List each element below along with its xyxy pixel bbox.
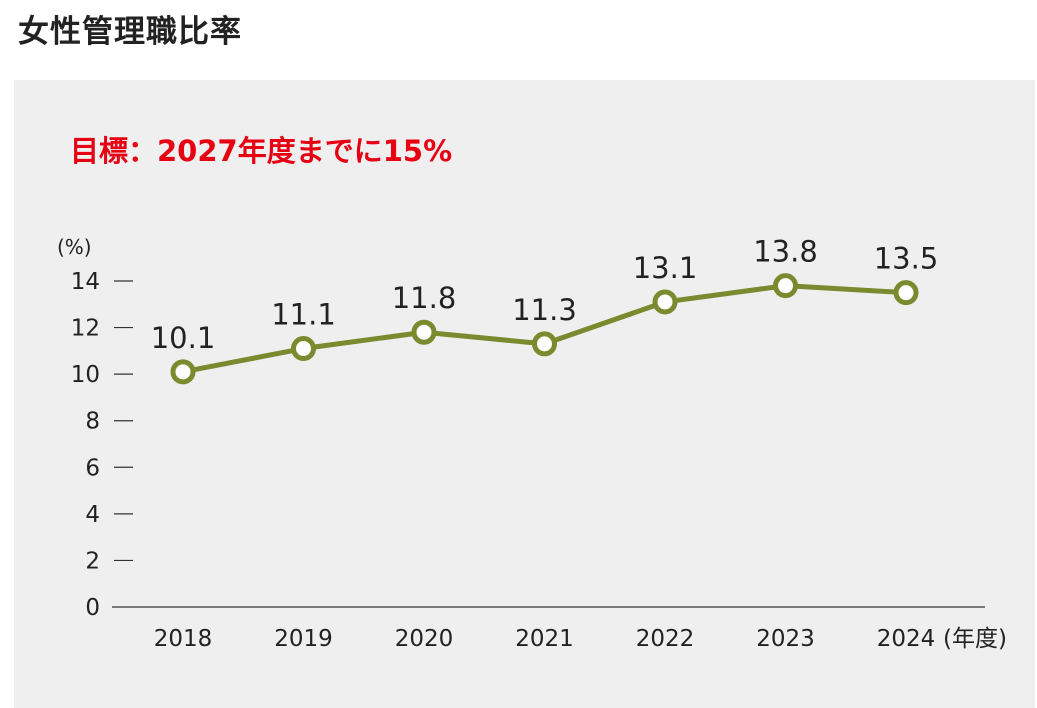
y-tick-label: 10 xyxy=(71,362,100,388)
x-tick-label: 2018 xyxy=(154,626,213,652)
data-point xyxy=(532,331,557,357)
x-tick-label: 2021 xyxy=(515,626,574,652)
y-axis: (%) 0 2 4 6 8 10 12 14 xyxy=(57,235,133,621)
y-unit-label: (%) xyxy=(57,235,92,259)
data-point xyxy=(652,289,678,315)
x-tick-label: 2024 xyxy=(877,626,936,652)
data-label: 13.5 xyxy=(874,242,939,276)
series-group: 10.1 11.1 11.8 11.3 13.1 13.8 13.5 xyxy=(151,235,939,385)
y-tick-label: 4 xyxy=(85,502,100,528)
data-label: 13.1 xyxy=(633,251,698,285)
data-point xyxy=(411,319,437,345)
x-tick-label: 2023 xyxy=(756,626,815,652)
x-tick-label: 2020 xyxy=(395,626,454,652)
y-tick-label: 14 xyxy=(71,269,100,295)
data-label: 11.8 xyxy=(392,281,457,315)
y-tick-label: 6 xyxy=(85,455,100,481)
page-title: 女性管理職比率 xyxy=(18,14,242,50)
x-tick-label: 2019 xyxy=(274,626,333,652)
data-point xyxy=(291,336,316,362)
data-point xyxy=(893,280,919,306)
y-tick-label: 12 xyxy=(71,316,100,342)
data-label: 13.8 xyxy=(753,235,818,269)
x-axis: 2018 2019 2020 2021 2022 2023 2024 (年度) xyxy=(112,606,1007,652)
data-label: 11.1 xyxy=(271,298,336,332)
x-tick-label: 2022 xyxy=(636,626,695,652)
data-point xyxy=(170,359,196,385)
y-tick-label: 8 xyxy=(85,409,100,435)
y-tick-label: 2 xyxy=(85,548,100,574)
y-tick-label: 0 xyxy=(85,595,100,621)
chart-panel xyxy=(14,80,1035,708)
goal-text: 目標：2027年度までに15% xyxy=(70,134,453,168)
data-label: 10.1 xyxy=(151,321,216,355)
x-unit-label: (年度) xyxy=(943,626,1007,652)
data-label: 11.3 xyxy=(512,293,577,327)
data-point xyxy=(773,273,798,299)
